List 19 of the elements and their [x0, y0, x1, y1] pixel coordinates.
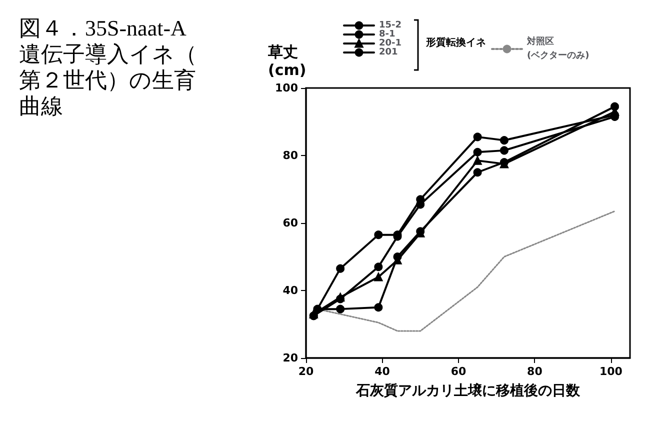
y-tick-label: 20	[282, 352, 298, 364]
y-tick-label: 60	[282, 216, 298, 230]
x-tick-label: 60	[450, 365, 466, 378]
x-tick-label: 100	[599, 365, 623, 378]
x-axis-title: 石灰質アルカリ土壌に移植後の日数	[355, 382, 581, 399]
text: 図４．35S-naat-A遺伝子導入イネ（第２世代）の生育曲線	[19, 16, 197, 118]
y-axis-title: 草丈 (cm)	[267, 43, 306, 79]
x-tick-label: 20	[298, 365, 314, 378]
legend-label: 8-1	[379, 30, 396, 40]
legend-label: 20-1	[379, 38, 402, 48]
y-tick-label: 80	[282, 149, 298, 162]
y-tick-label: 100	[275, 82, 298, 94]
x-tick-label: 40	[374, 365, 390, 378]
x-tick-label: 80	[527, 365, 543, 378]
legend-label: 201	[379, 48, 398, 58]
legend-title: 形質転換イネ	[425, 36, 486, 48]
y-tick-label: 40	[282, 284, 298, 297]
legend-label: 対照区 (ベクターのみ)	[526, 36, 590, 61]
legend-label: 15-2	[379, 20, 402, 30]
